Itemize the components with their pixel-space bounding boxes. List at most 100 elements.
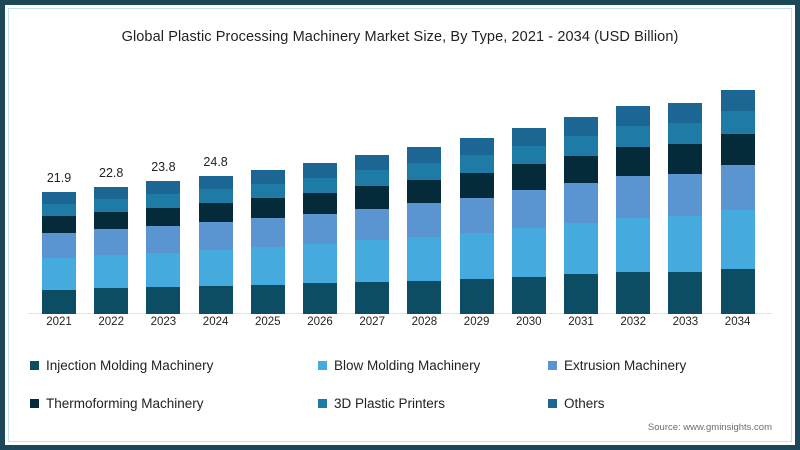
legend-label: Blow Molding Machinery (334, 357, 481, 373)
bar-group[interactable] (303, 80, 337, 314)
legend-label: Thermoforming Machinery (46, 395, 204, 411)
bar-segment (42, 215, 76, 234)
bar-segment (94, 288, 129, 314)
bar-group[interactable] (511, 80, 546, 314)
bar-group[interactable]: 22.8 (94, 80, 129, 314)
bar-segment (198, 222, 233, 250)
x-axis-baseline (28, 313, 772, 314)
chart-legend: Injection Molding Machinery Blow Molding … (30, 346, 770, 422)
x-tick-2026: 2026 (307, 316, 333, 328)
bar-group[interactable] (616, 80, 651, 314)
bar-segment (407, 280, 442, 314)
bar-segment (668, 271, 703, 314)
bar-segment (42, 289, 76, 314)
bar-segment (564, 155, 598, 184)
legend-item[interactable]: Injection Molding Machinery (30, 358, 318, 373)
bar-segment (407, 146, 442, 164)
plot-area: 21.9 22.8 23.8 24.8 (28, 80, 772, 314)
bar-segment (511, 164, 546, 191)
bar-group[interactable]: 23.8 (146, 80, 181, 314)
bar-segment (146, 287, 181, 314)
bar-group[interactable] (668, 80, 703, 314)
bar-group[interactable] (564, 80, 598, 314)
bar-value-label: 22.8 (99, 165, 124, 180)
legend-row: Injection Molding Machinery Blow Molding … (30, 346, 770, 384)
bar-stack (146, 181, 181, 314)
bar-group[interactable] (355, 80, 390, 314)
bar-segment (355, 282, 390, 314)
bar-segment (407, 203, 442, 237)
bar-stack (250, 169, 285, 314)
x-tick-2030: 2030 (516, 316, 542, 328)
legend-swatch-icon (318, 360, 327, 370)
bar-segment (459, 278, 494, 314)
bar-segment (250, 218, 285, 248)
bar-segment (564, 117, 598, 137)
bar-segment (355, 240, 390, 283)
bar-stack (355, 155, 390, 314)
bar-stack (303, 163, 337, 314)
bar-group[interactable] (407, 80, 442, 314)
bar-segment (198, 202, 233, 223)
bar-segment (459, 137, 494, 156)
bar-group[interactable]: 21.9 (42, 80, 76, 314)
bar-segment (355, 208, 390, 241)
bar-stack (94, 187, 129, 314)
bar-segment (564, 136, 598, 156)
bar-segment (459, 155, 494, 174)
bar-group[interactable] (720, 80, 755, 314)
bar-segment (303, 177, 337, 193)
bar-segment (94, 187, 129, 199)
bar-segment (250, 247, 285, 286)
bar-segment (511, 227, 546, 277)
x-tick-2028: 2028 (411, 316, 438, 328)
bar-segment (303, 192, 337, 214)
chart-title: Global Plastic Processing Machinery Mark… (121, 29, 679, 45)
legend-item[interactable]: Others (548, 396, 768, 411)
bar-value-label: 23.8 (151, 160, 176, 175)
bar-group[interactable]: 24.8 (198, 80, 233, 314)
bar-segment (564, 183, 598, 223)
bar-segment (668, 144, 703, 174)
bar-segment (511, 127, 546, 146)
bar-segment (198, 286, 233, 314)
bar-group[interactable] (459, 80, 494, 314)
x-tick-2025: 2025 (255, 316, 281, 328)
legend-item[interactable]: Extrusion Machinery (548, 358, 768, 373)
bar-segment (198, 249, 233, 287)
bar-segment (303, 283, 337, 314)
x-tick-2023: 2023 (150, 316, 177, 328)
bar-segment (198, 188, 233, 203)
bar-segment (250, 198, 285, 219)
bar-segment (616, 146, 651, 176)
source-caption: Source: www.gminsights.com (647, 422, 772, 433)
bar-segment (146, 252, 181, 288)
legend-item[interactable]: Thermoforming Machinery (30, 396, 318, 411)
bar-segment (94, 254, 129, 289)
bar-segment (616, 126, 651, 147)
bar-segment (146, 207, 181, 226)
legend-item[interactable]: 3D Plastic Printers (318, 396, 548, 411)
legend-row: Thermoforming Machinery 3D Plastic Printe… (30, 384, 770, 422)
x-tick-2021: 2021 (46, 316, 72, 328)
bar-segment (616, 105, 651, 127)
bar-stack (459, 137, 494, 314)
legend-item[interactable]: Blow Molding Machinery (318, 358, 548, 373)
bar-segment (564, 222, 598, 275)
bar-group[interactable] (250, 80, 285, 314)
x-tick-2034: 2034 (724, 316, 751, 328)
x-tick-2024: 2024 (202, 316, 229, 328)
bar-value-label: 21.9 (46, 171, 72, 185)
bar-segment (459, 197, 494, 233)
bar-segment (668, 122, 703, 145)
legend-swatch-icon (318, 398, 327, 408)
bar-segment (94, 229, 129, 255)
bar-stack (407, 146, 442, 314)
legend-swatch-icon (30, 398, 39, 408)
bar-segment (42, 192, 76, 204)
bar-segment (616, 217, 651, 273)
bar-segment (407, 236, 442, 281)
bar-segment (303, 213, 337, 244)
bar-segment (720, 268, 755, 314)
